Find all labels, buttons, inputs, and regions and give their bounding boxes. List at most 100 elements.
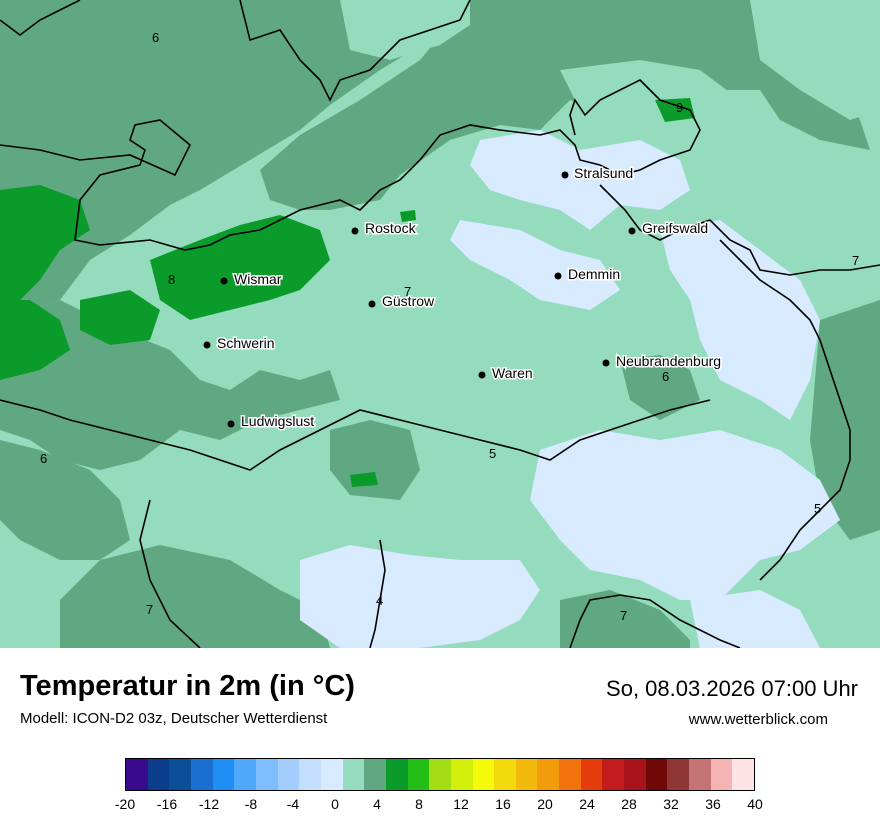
isoline-label: 6: [662, 369, 669, 384]
freezing-area: [450, 220, 620, 310]
isoline-label: 6: [152, 30, 159, 45]
color-swatch: [429, 759, 451, 790]
city-marker-schwerin: Schwerin: [203, 334, 276, 353]
color-swatch: [689, 759, 711, 790]
isoline-label: 7: [620, 608, 627, 623]
color-swatch: [537, 759, 560, 790]
color-swatch: [710, 759, 733, 790]
city-marker-rostock: Rostock: [351, 219, 418, 238]
city-marker-greifswald: Greifswald: [628, 219, 710, 238]
color-scale: [125, 758, 755, 791]
warm-area: [0, 300, 70, 380]
scale-tick-label: 24: [579, 796, 595, 812]
city-label: Rostock: [365, 220, 417, 236]
city-label: Güstrow: [382, 293, 435, 309]
warm-area: [80, 290, 160, 345]
color-swatch: [494, 759, 516, 790]
city-marker-waren: Waren: [478, 364, 534, 383]
cold-land-area-mid2: [620, 355, 700, 420]
scale-tick-label: 4: [373, 796, 381, 812]
city-marker-neubrandenburg: Neubrandenburg: [602, 352, 723, 371]
city-label: Stralsund: [574, 165, 633, 181]
website-link[interactable]: www.wetterblick.com: [688, 711, 828, 728]
color-swatch: [450, 759, 473, 790]
isoline-label: 7: [852, 253, 859, 268]
color-swatch: [342, 759, 365, 790]
warm-area: [150, 215, 330, 320]
scale-tick-label: -12: [198, 796, 220, 812]
isoline-label: 5: [814, 501, 821, 516]
color-swatch: [364, 759, 386, 790]
isoline-label: 4: [376, 593, 383, 608]
freezing-area: [470, 130, 690, 230]
scale-tick-label: 40: [747, 796, 763, 812]
color-swatch: [126, 759, 148, 790]
city-marker-wismar: Wismar: [220, 270, 283, 289]
city-marker-guestrow: Güstrow: [368, 292, 437, 311]
scale-tick-label: 28: [621, 796, 637, 812]
color-swatch: [602, 759, 625, 790]
warm-area: [655, 98, 695, 122]
color-swatch: [299, 759, 321, 790]
model-info: Modell: ICON-D2 03z, Deutscher Wetterdie…: [20, 710, 328, 727]
color-swatch: [147, 759, 170, 790]
scale-tick-label: -20: [114, 796, 136, 812]
warm-area: [0, 185, 90, 300]
color-swatch: [732, 759, 755, 790]
scale-tick-label: 0: [331, 796, 339, 812]
color-swatch: [169, 759, 191, 790]
color-swatch: [212, 759, 235, 790]
color-swatch: [320, 759, 343, 790]
map-canvas: 6 9 8 7 7 6 6 5 5 7 4 7 Stralsund Rostoc…: [0, 0, 880, 648]
temperature-map: 6 9 8 7 7 6 6 5 5 7 4 7 Stralsund Rostoc…: [0, 0, 880, 648]
city-label: Greifswald: [642, 220, 708, 236]
color-swatch: [407, 759, 430, 790]
scale-tick-label: 16: [495, 796, 511, 812]
isoline-label: 8: [168, 272, 175, 287]
color-swatch: [277, 759, 300, 790]
city-label: Waren: [492, 365, 533, 381]
scale-tick-label: -16: [156, 796, 178, 812]
cold-sea-area-2: [260, 0, 880, 210]
warm-area: [400, 210, 416, 222]
cold-land-area-sw: [0, 440, 130, 560]
color-swatch: [515, 759, 538, 790]
color-swatch: [255, 759, 278, 790]
color-swatch: [667, 759, 690, 790]
cold-sea-area: [0, 0, 470, 320]
city-marker-stralsund: Stralsund: [561, 164, 635, 183]
scale-tick-label: 32: [663, 796, 679, 812]
color-swatch: [580, 759, 603, 790]
scale-tick-label: 20: [537, 796, 553, 812]
footer: Temperatur in 2m (in °C) Modell: ICON-D2…: [0, 648, 880, 830]
color-swatch: [472, 759, 495, 790]
isoline-label: 5: [489, 446, 496, 461]
city-label: Ludwigslust: [241, 413, 314, 429]
coastlines: [0, 0, 880, 648]
freezing-area: [690, 590, 820, 648]
city-label: Schwerin: [217, 335, 275, 351]
isoline-label: 7: [146, 602, 153, 617]
color-swatch: [385, 759, 408, 790]
sea-patch: [340, 0, 470, 60]
city-label: Demmin: [568, 266, 620, 282]
scale-tick-label: -4: [286, 796, 300, 812]
city-marker-demmin: Demmin: [554, 265, 622, 284]
scale-tick-label: -8: [244, 796, 258, 812]
map-title: Temperatur in 2m (in °C): [20, 670, 355, 702]
scale-tick-label: 36: [705, 796, 721, 812]
isoline-label: 7: [404, 284, 411, 299]
city-marker-ludwigslust: Ludwigslust: [227, 412, 316, 431]
color-swatch: [559, 759, 581, 790]
isoline-label: 9: [676, 100, 683, 115]
cold-land-area: [0, 300, 340, 470]
freezing-area: [300, 545, 540, 648]
forecast-datetime: So, 08.03.2026 07:00 Uhr: [606, 676, 858, 701]
city-label: Neubrandenburg: [616, 353, 721, 369]
sea-patch: [750, 0, 880, 120]
scale-tick-label: 12: [453, 796, 469, 812]
cold-land-area-s: [60, 545, 330, 648]
freezing-area: [530, 430, 840, 600]
color-swatch: [234, 759, 256, 790]
color-swatch: [624, 759, 646, 790]
